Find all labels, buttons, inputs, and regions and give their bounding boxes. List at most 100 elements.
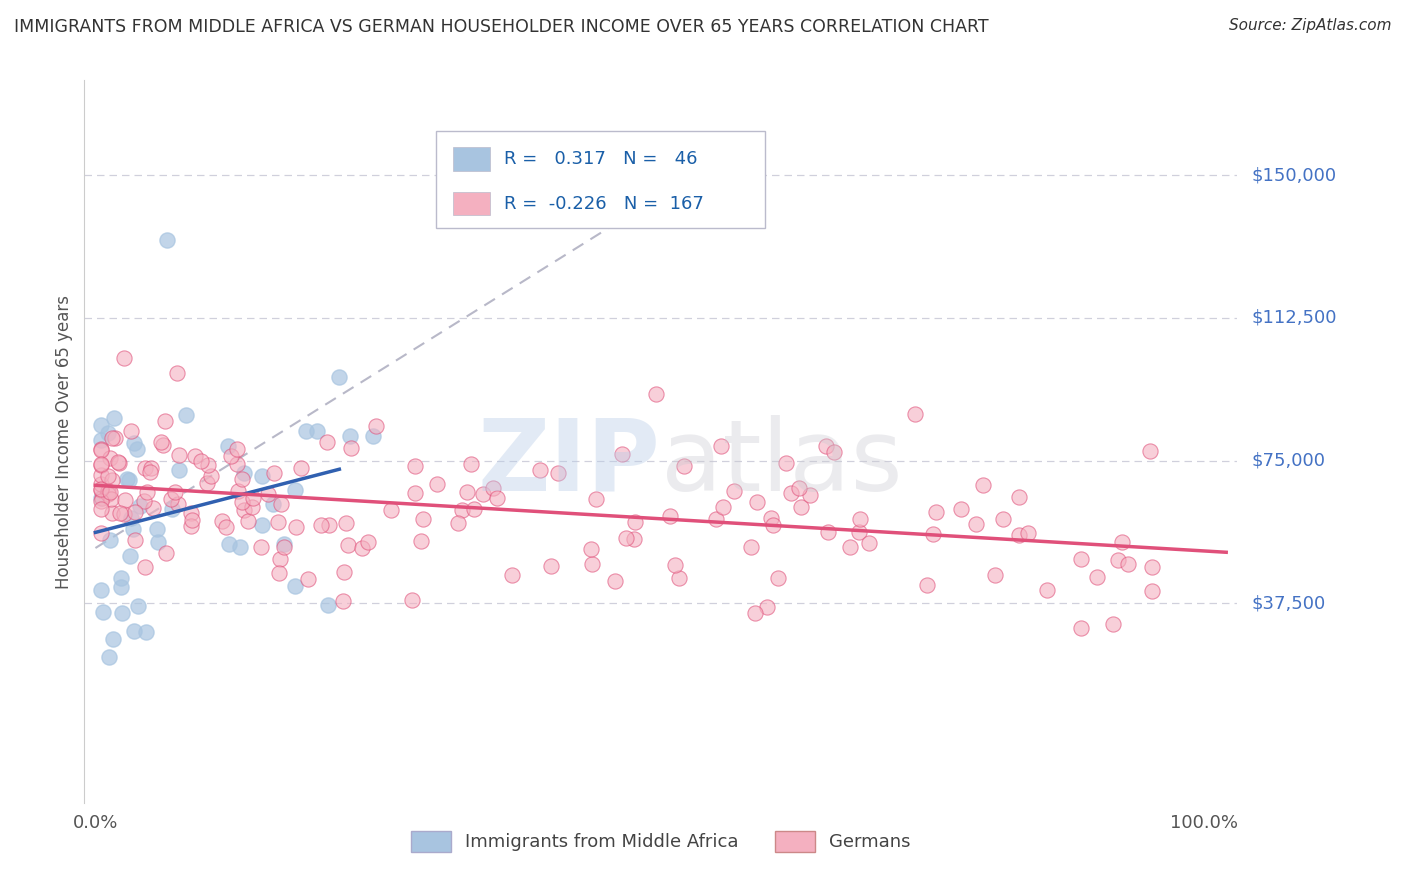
Point — [1140, 583, 1163, 598]
Bar — [453, 147, 491, 170]
Point — [98, 485, 121, 500]
Point — [90, 583, 112, 598]
Point — [167, 448, 190, 462]
Point — [162, 502, 184, 516]
Point — [242, 491, 264, 505]
Point — [482, 481, 505, 495]
Point — [273, 537, 295, 551]
Point — [90, 491, 112, 506]
Point — [270, 497, 292, 511]
Point — [766, 571, 789, 585]
Point — [167, 497, 190, 511]
Point — [180, 519, 202, 533]
Point — [233, 503, 256, 517]
Point — [236, 514, 259, 528]
Point — [267, 566, 290, 580]
Point — [120, 510, 142, 524]
Point — [110, 580, 132, 594]
Point — [163, 484, 186, 499]
Point — [318, 518, 340, 533]
Point — [364, 418, 387, 433]
Text: R =   0.317   N =   46: R = 0.317 N = 46 — [503, 150, 697, 168]
Point — [263, 466, 285, 480]
Point — [200, 468, 222, 483]
Point — [152, 438, 174, 452]
Point — [97, 483, 120, 498]
Point — [950, 502, 973, 516]
Point — [659, 508, 682, 523]
Point — [411, 533, 433, 548]
Point — [922, 526, 945, 541]
Point — [101, 507, 124, 521]
Point — [623, 516, 645, 530]
Point — [197, 476, 219, 491]
Point — [90, 483, 112, 497]
Text: $37,500: $37,500 — [1251, 594, 1326, 612]
Point — [132, 494, 155, 508]
Point — [218, 537, 240, 551]
Point — [97, 486, 120, 500]
Point — [225, 457, 247, 471]
Point — [117, 472, 139, 486]
Point — [460, 457, 482, 471]
Point — [108, 506, 131, 520]
Point — [211, 514, 233, 528]
Point — [110, 571, 132, 585]
Point — [142, 501, 165, 516]
Point — [1116, 558, 1139, 572]
Point — [134, 559, 156, 574]
Point — [412, 512, 434, 526]
Point — [90, 467, 112, 482]
Point — [150, 434, 173, 449]
Point — [486, 491, 509, 506]
Text: ZIP: ZIP — [478, 415, 661, 512]
Point — [747, 495, 769, 509]
Point — [215, 519, 238, 533]
Point — [1111, 534, 1133, 549]
Point — [139, 461, 162, 475]
Point — [790, 500, 813, 515]
Point — [295, 425, 318, 439]
Point — [915, 578, 938, 592]
Point — [787, 481, 810, 495]
Y-axis label: Householder Income Over 65 years: Householder Income Over 65 years — [55, 294, 73, 589]
Point — [114, 492, 136, 507]
Point — [668, 571, 690, 585]
Point — [122, 436, 145, 450]
Point — [197, 458, 219, 472]
Point — [332, 594, 354, 608]
Point — [904, 408, 927, 422]
Point — [780, 486, 803, 500]
Point — [547, 466, 569, 480]
Point — [228, 540, 250, 554]
Point — [290, 460, 312, 475]
Point — [1070, 552, 1092, 566]
Point — [101, 431, 124, 445]
Point — [925, 505, 948, 519]
Point — [120, 549, 142, 564]
Point — [90, 458, 112, 472]
Point — [1085, 570, 1108, 584]
Point — [814, 440, 837, 454]
Point — [145, 523, 167, 537]
Point — [257, 487, 280, 501]
Point — [339, 441, 361, 455]
Point — [101, 632, 124, 647]
Point — [267, 516, 290, 530]
Point — [228, 483, 250, 498]
Point — [1107, 553, 1129, 567]
Point — [121, 522, 143, 536]
Point — [404, 486, 426, 500]
Point — [169, 463, 191, 477]
Legend: Immigrants from Middle Africa, Germans: Immigrants from Middle Africa, Germans — [404, 823, 918, 859]
Text: Source: ZipAtlas.com: Source: ZipAtlas.com — [1229, 18, 1392, 33]
Point — [90, 493, 112, 508]
Point — [1140, 560, 1163, 574]
Point — [823, 445, 845, 459]
Point — [90, 482, 112, 496]
Point — [775, 456, 797, 470]
Point — [309, 518, 332, 533]
Point — [90, 476, 112, 491]
Point — [269, 552, 291, 566]
Point — [284, 519, 307, 533]
